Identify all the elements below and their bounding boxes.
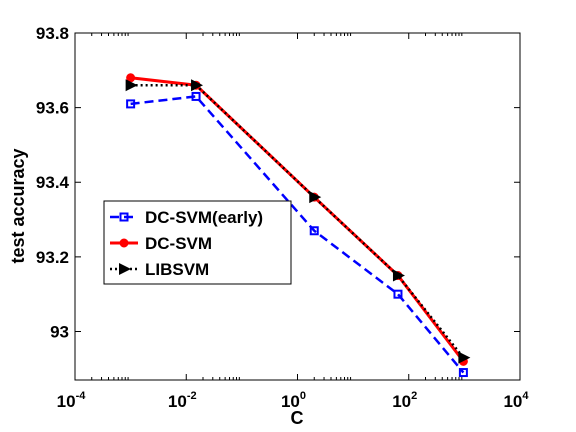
data-point: [126, 99, 136, 109]
x-tick-exponent: 0: [300, 390, 306, 402]
legend-label: DC-SVM: [145, 234, 212, 253]
y-tick-label: 93.2: [36, 248, 69, 267]
x-tick-label: 10-4: [57, 390, 87, 411]
legend-label: DC-SVM(early): [145, 208, 263, 227]
data-point: [458, 368, 468, 378]
data-point: [392, 269, 405, 282]
x-tick-exponent: 4: [522, 390, 529, 402]
data-point: [125, 79, 138, 92]
y-tick-label: 93: [50, 322, 69, 341]
data-point: [458, 351, 471, 364]
series-layer: [125, 73, 471, 378]
legend-marker: [119, 238, 129, 248]
x-tick-base: 10: [57, 392, 76, 411]
legend: DC-SVM(early) DC-SVM LIBSVM: [103, 200, 292, 285]
x-tick-base: 10: [503, 392, 522, 411]
y-tick-label: 93.8: [36, 24, 69, 43]
x-tick-base: 10: [281, 392, 300, 411]
x-tick-label: 102: [392, 390, 417, 411]
y-axis-label: test accuracy: [8, 148, 28, 263]
x-tick-base: 10: [392, 392, 411, 411]
series-dc-svm-early-: [126, 91, 468, 378]
data-point: [393, 289, 403, 299]
x-axis-label: C: [291, 408, 304, 428]
legend-label: LIBSVM: [145, 260, 209, 279]
series-line: [130, 95, 465, 374]
x-tick-label: 104: [503, 390, 529, 411]
data-point: [309, 191, 322, 204]
y-tick-label: 93.4: [36, 173, 70, 192]
legend-marker: [119, 263, 131, 275]
x-tick-label: 100: [281, 390, 306, 411]
x-tick-label: 10-2: [168, 390, 197, 411]
data-point: [191, 91, 201, 101]
x-tick-base: 10: [168, 392, 187, 411]
legend-marker: [119, 212, 129, 222]
data-point: [191, 79, 204, 92]
series-libsvm: [125, 79, 471, 364]
x-tick-exponent: -2: [187, 390, 197, 402]
data-point: [309, 226, 319, 236]
x-tick-exponent: 2: [411, 390, 417, 402]
x-tick-exponent: -4: [76, 390, 87, 402]
y-tick-label: 93.6: [36, 99, 69, 118]
